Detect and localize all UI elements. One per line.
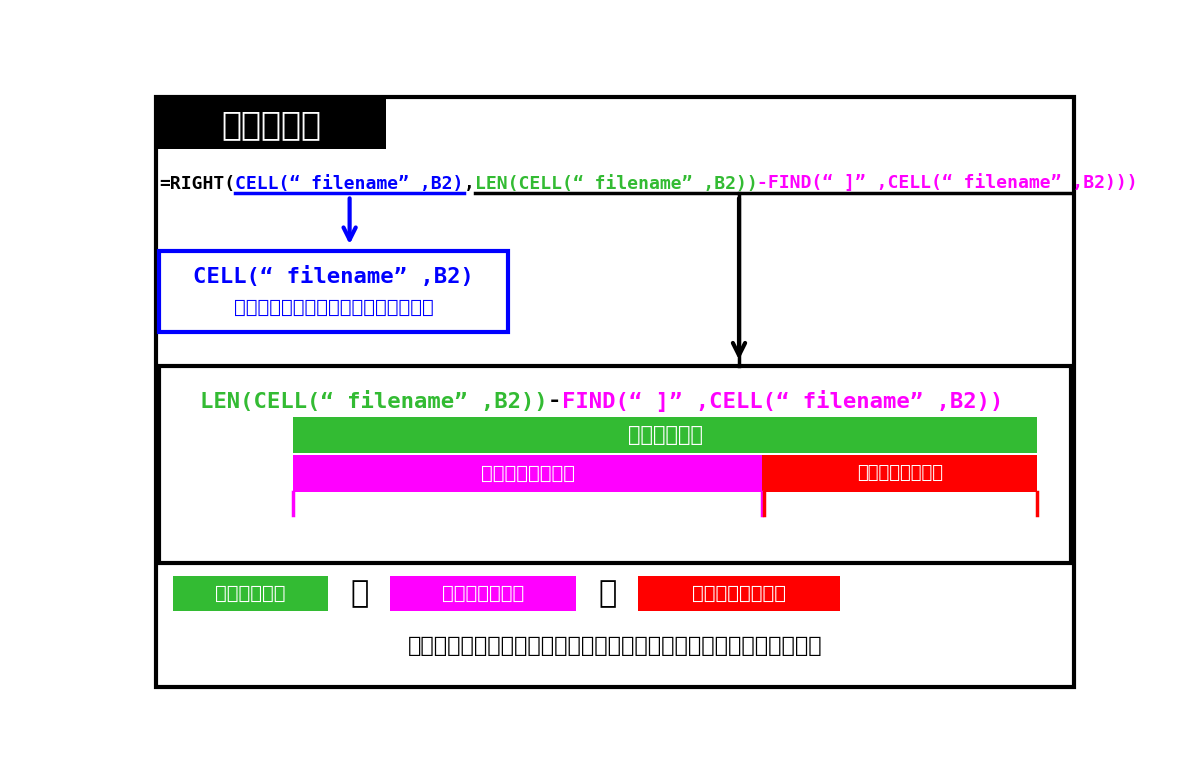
Bar (160, 366, 1070, 563)
Text: ＝: ＝ (598, 579, 617, 608)
Text: ファイルパス［ファイル名］の右からシート名の文字数分を切り出す: ファイルパス［ファイル名］の右からシート名の文字数分を切り出す (408, 636, 822, 656)
Bar (762, 455, 1037, 492)
Text: シート名の文字数: シート名の文字数 (857, 465, 943, 483)
Bar (293, 417, 1037, 453)
Text: ファイルパス［ファイル名］シート名: ファイルパス［ファイル名］シート名 (234, 298, 433, 317)
Text: 関数の解説: 関数の解説 (222, 108, 322, 141)
Text: -: - (548, 391, 562, 411)
Text: －: － (350, 579, 368, 608)
Text: FIND(“ ]” ,CELL(“ filename” ,B2)): FIND(“ ]” ,CELL(“ filename” ,B2)) (562, 390, 1003, 412)
Text: -FIND(“ ]” ,CELL(“ filename” ,B2))): -FIND(“ ]” ,CELL(“ filename” ,B2))) (757, 175, 1138, 193)
Bar (173, 576, 329, 611)
Text: 全部の文字数: 全部の文字数 (628, 425, 703, 445)
Bar (293, 455, 762, 492)
Text: シート名の文字数: シート名の文字数 (692, 584, 786, 603)
Text: ここまでの文字数: ここまでの文字数 (481, 464, 575, 483)
Bar (390, 576, 576, 611)
Text: CELL(“ filename” ,B2): CELL(“ filename” ,B2) (193, 266, 474, 287)
Bar (160, 251, 508, 332)
Text: ,: , (464, 175, 475, 193)
Text: 全部の文字数: 全部の文字数 (216, 584, 286, 603)
Text: =RIGHT(: =RIGHT( (160, 175, 235, 193)
Text: LEN(CELL(“ filename” ,B2)): LEN(CELL(“ filename” ,B2)) (200, 390, 548, 411)
Text: ］までの文字数: ］までの文字数 (442, 584, 524, 603)
Bar (638, 576, 840, 611)
Text: LEN(CELL(“ filename” ,B2)): LEN(CELL(“ filename” ,B2)) (475, 175, 757, 193)
Bar (157, 99, 386, 149)
Text: CELL(“ filename” ,B2): CELL(“ filename” ,B2) (235, 175, 463, 193)
